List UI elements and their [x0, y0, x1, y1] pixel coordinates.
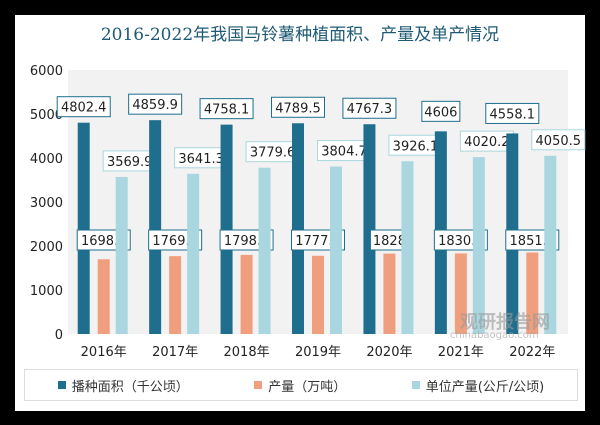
bar	[401, 161, 414, 334]
bar	[363, 124, 376, 334]
legend-item: 单位产量(公斤/公顷)	[411, 376, 545, 395]
y-tick-label: 3000	[30, 196, 63, 211]
legend-label: 播种面积（千公顷）	[71, 379, 189, 395]
bar	[115, 176, 128, 334]
bar	[77, 122, 90, 334]
data-label: 4859.9	[132, 98, 178, 113]
legend: 播种面积（千公顷） 产量（万吨） 单位产量(公斤/公顷)	[24, 369, 578, 401]
data-label-box	[199, 98, 254, 120]
bar	[149, 120, 162, 334]
watermark-url: chinabaogao.com	[450, 330, 539, 341]
data-label: 4802.4	[61, 101, 107, 116]
data-label-box	[421, 100, 461, 122]
data-label: 4558.1	[490, 107, 536, 122]
legend-label: 单位产量(公斤/公顷)	[425, 379, 545, 395]
x-tick-label: 2021年	[438, 345, 484, 360]
x-tick-label: 2020年	[366, 345, 412, 360]
watermark: 观研报告网	[460, 312, 550, 333]
y-tick-label: 0	[55, 328, 63, 343]
data-label: 3926.1	[393, 139, 439, 154]
bar	[292, 123, 304, 335]
data-label-box	[342, 97, 397, 119]
data-label-box	[271, 96, 325, 118]
y-tick-label: 6000	[30, 64, 63, 79]
legend-swatch	[254, 381, 263, 389]
data-label: 4020.2	[464, 135, 510, 150]
y-tick-label: 4000	[30, 152, 63, 167]
data-label: 3779.6	[250, 146, 296, 161]
bar	[312, 255, 324, 334]
bar	[220, 124, 233, 334]
data-label: 4758.1	[204, 103, 250, 118]
bar	[97, 259, 110, 334]
chart-title: 2016-2022年我国马铃薯种植面积、产量及单产情况	[100, 25, 500, 45]
y-tick-label: 5000	[30, 108, 63, 123]
data-label: 3641.3	[178, 152, 224, 167]
data-label: 1798.4	[224, 234, 270, 249]
data-label-box	[128, 93, 183, 115]
x-tick-label: 2019年	[295, 345, 341, 360]
legend-swatch	[411, 381, 420, 389]
data-label: 4050.5	[536, 134, 582, 149]
bar	[330, 166, 342, 334]
legend-label: 产量（万吨）	[268, 379, 347, 395]
y-tick-label: 1000	[30, 284, 63, 299]
data-label: 4789.5	[275, 101, 321, 116]
data-label-box	[485, 102, 540, 124]
bar	[472, 157, 485, 334]
data-label: 1830.9	[438, 234, 484, 249]
data-label: 4606	[424, 105, 457, 120]
x-tick-label: 2022年	[509, 345, 555, 360]
bar	[526, 252, 539, 334]
data-label-box	[531, 129, 586, 151]
bar	[258, 167, 271, 334]
y-tick-label: 2000	[30, 240, 63, 255]
bar	[454, 253, 467, 334]
data-label: 1851.6	[510, 234, 556, 249]
legend-item: 产量（万吨）	[254, 376, 346, 395]
data-label: 1828	[373, 234, 406, 249]
data-label: 1769.6	[152, 234, 198, 249]
data-label: 1698.6	[81, 234, 127, 249]
x-tick-label: 2018年	[224, 345, 270, 360]
legend-item: 播种面积（千公顷）	[57, 376, 189, 395]
x-tick-label: 2016年	[81, 345, 127, 360]
data-label: 4767.3	[347, 102, 393, 117]
bar	[169, 256, 182, 334]
bar	[240, 254, 253, 334]
legend-swatch	[57, 381, 66, 389]
data-label: 3804.7	[321, 145, 367, 160]
x-tick-label: 2017年	[152, 345, 198, 360]
bar	[187, 173, 200, 334]
data-label: 1777.9	[295, 234, 341, 249]
bar	[383, 253, 396, 334]
bar	[544, 155, 557, 334]
data-label: 3569.9	[107, 155, 153, 170]
data-label-box	[56, 96, 111, 118]
